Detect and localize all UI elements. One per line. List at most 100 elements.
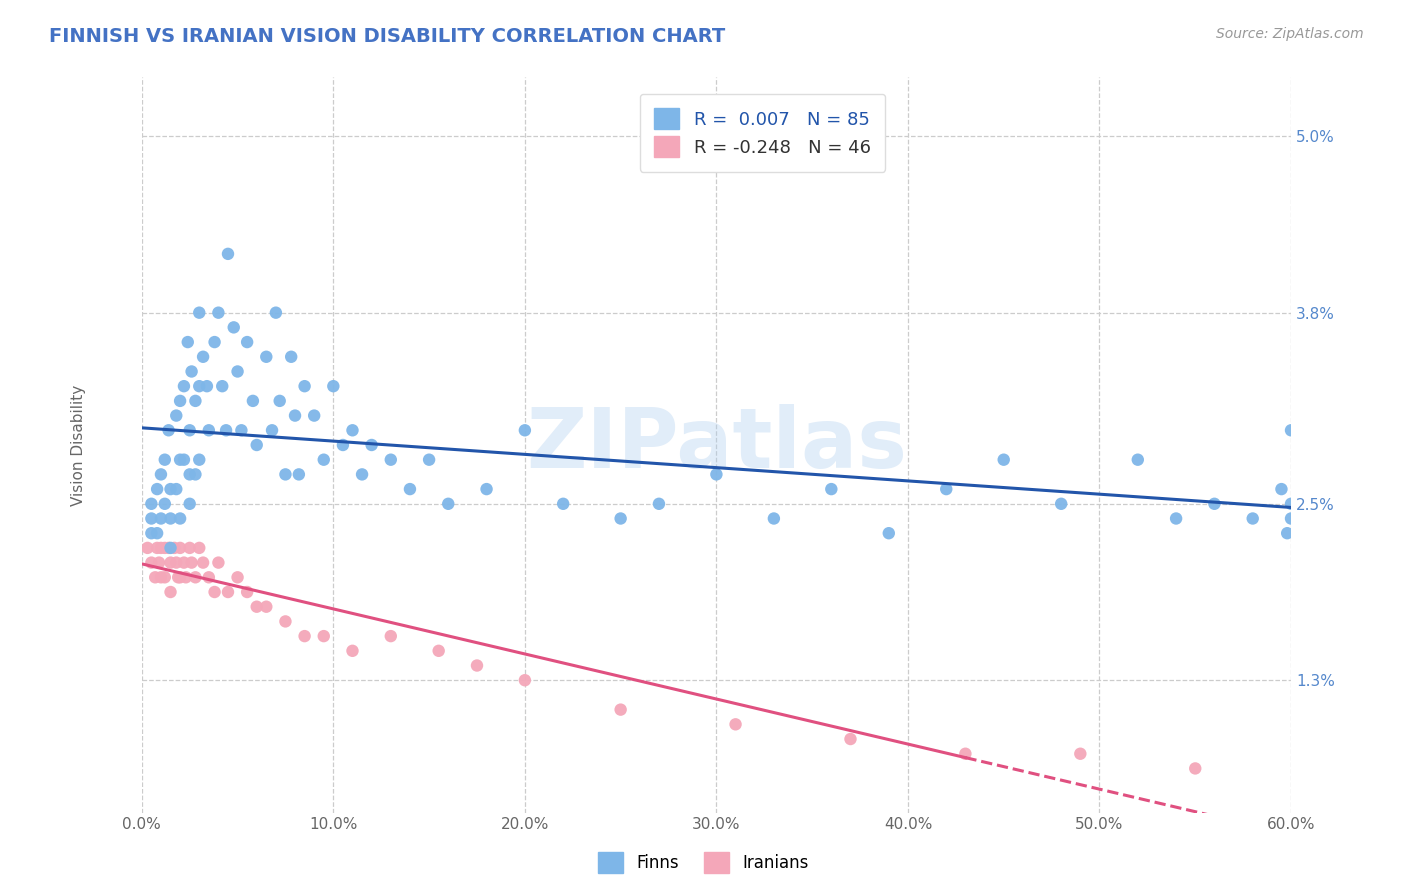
Point [437, 497, 460, 511]
Legend: R =  0.007   N = 85, R = -0.248   N = 46: R = 0.007 N = 85, R = -0.248 N = 46 [640, 94, 886, 171]
Point [877, 526, 900, 541]
Point [149, 511, 172, 525]
Point [173, 452, 195, 467]
Point [1279, 497, 1302, 511]
Point [1279, 511, 1302, 525]
Point [146, 482, 169, 496]
Point [180, 364, 202, 378]
Point [1184, 761, 1206, 775]
Point [1069, 747, 1091, 761]
Point [169, 393, 191, 408]
Point [204, 585, 226, 599]
Point [322, 379, 344, 393]
Point [418, 452, 440, 467]
Point [146, 541, 169, 555]
Point [141, 511, 163, 525]
Point [165, 556, 187, 570]
Point [157, 423, 180, 437]
Point [475, 482, 498, 496]
Point [993, 452, 1015, 467]
Point [188, 541, 211, 555]
Point [180, 556, 202, 570]
Point [1050, 497, 1073, 511]
Point [191, 350, 214, 364]
Point [177, 334, 200, 349]
Point [207, 306, 229, 320]
Point [169, 541, 191, 555]
Point [1241, 511, 1264, 525]
Point [820, 482, 842, 496]
Text: FINNISH VS IRANIAN VISION DISABILITY CORRELATION CHART: FINNISH VS IRANIAN VISION DISABILITY COR… [49, 27, 725, 45]
Point [188, 452, 211, 467]
Point [380, 452, 402, 467]
Point [246, 438, 269, 452]
Point [198, 423, 221, 437]
Point [179, 467, 201, 482]
Point [264, 306, 287, 320]
Point [165, 409, 187, 423]
Point [254, 599, 277, 614]
Point [173, 379, 195, 393]
Point [169, 511, 191, 525]
Point [188, 306, 211, 320]
Point [648, 497, 671, 511]
Point [184, 467, 207, 482]
Point [153, 541, 176, 555]
Point [159, 556, 181, 570]
Point [269, 393, 291, 408]
Text: ZIPatlas: ZIPatlas [526, 404, 907, 485]
Point [169, 570, 191, 584]
Point [217, 585, 239, 599]
Point [179, 423, 201, 437]
Point [173, 556, 195, 570]
Point [274, 615, 297, 629]
Point [935, 482, 957, 496]
Point [284, 409, 307, 423]
Point [342, 423, 364, 437]
Point [149, 570, 172, 584]
Point [159, 511, 181, 525]
Point [609, 703, 631, 717]
Point [246, 599, 269, 614]
Point [1279, 423, 1302, 437]
Point [179, 541, 201, 555]
Point [312, 629, 335, 643]
Point [294, 379, 316, 393]
Point [302, 409, 325, 423]
Point [260, 423, 283, 437]
Point [188, 379, 211, 393]
Point [226, 364, 249, 378]
Text: Source: ZipAtlas.com: Source: ZipAtlas.com [1216, 27, 1364, 41]
Point [360, 438, 382, 452]
Point [226, 570, 249, 584]
Point [153, 452, 176, 467]
Point [141, 497, 163, 511]
Point [204, 334, 226, 349]
Point [332, 438, 354, 452]
Point [1126, 452, 1149, 467]
Point [163, 541, 186, 555]
Point [136, 541, 159, 555]
Point [231, 423, 253, 437]
Point [179, 497, 201, 511]
Point [312, 452, 335, 467]
Point [352, 467, 374, 482]
Point [427, 644, 450, 658]
Point [236, 585, 259, 599]
Point [146, 526, 169, 541]
Point [294, 629, 316, 643]
Point [513, 673, 536, 688]
Point [465, 658, 488, 673]
Point [149, 541, 172, 555]
Point [195, 379, 218, 393]
Point [839, 732, 862, 747]
Point [706, 467, 728, 482]
Point [242, 393, 264, 408]
Point [143, 570, 166, 584]
Point [1270, 482, 1292, 496]
Point [762, 511, 785, 525]
Point [1204, 497, 1226, 511]
Point [215, 423, 238, 437]
Point [724, 717, 747, 731]
Point [141, 556, 163, 570]
